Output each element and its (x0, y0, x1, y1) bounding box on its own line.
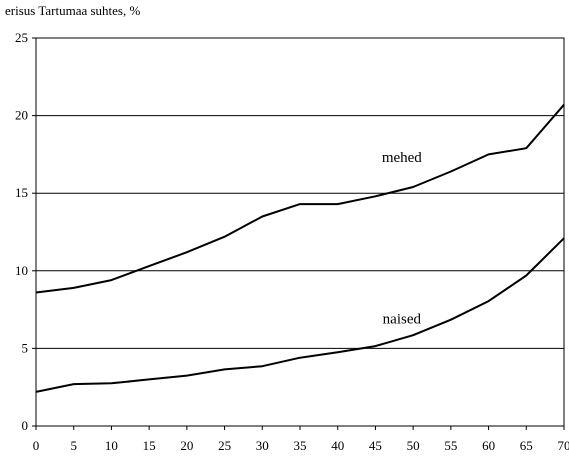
x-tick-label-15: 15 (143, 438, 156, 453)
x-tick-label-10: 10 (105, 438, 118, 453)
y-tick-label-20: 20 (15, 108, 28, 123)
x-tick-label-25: 25 (218, 438, 231, 453)
x-tick-label-5: 5 (70, 438, 77, 453)
y-tick-label-10: 10 (15, 263, 28, 278)
plot-area (35, 37, 565, 427)
series-line-mehed (35, 104, 565, 294)
x-tick-label-45: 45 (369, 438, 382, 453)
y-tick-label-15: 15 (15, 185, 28, 200)
labels: mehed naised (382, 150, 422, 327)
x-tick-label-50: 50 (407, 438, 420, 453)
x-tick-label-30: 30 (256, 438, 269, 453)
series-line-naised (35, 237, 565, 393)
y-axis-label: erisus Tartumaa suhtes, % (5, 3, 140, 18)
x-tick-label-0: 0 (33, 438, 40, 453)
x-tick-label-65: 65 (520, 438, 533, 453)
x-tick-label-55: 55 (444, 438, 457, 453)
series-label-naised: naised (383, 312, 422, 328)
series-lines (35, 104, 565, 393)
x-tick-label-70: 70 (558, 438, 569, 453)
y-tick-label-0: 0 (22, 418, 29, 433)
series-label-mehed: mehed (382, 150, 422, 166)
y-tick-label-5: 5 (22, 340, 29, 355)
gridlines (36, 115, 564, 349)
y-tick-label-25: 25 (15, 30, 28, 45)
axes: 0 5 10 15 20 25 0 5 10 15 20 25 30 35 40 45 50 55 60 65 70 (15, 30, 569, 453)
x-tick-label-35: 35 (294, 438, 307, 453)
x-tick-label-40: 40 (331, 438, 344, 453)
x-tick-label-20: 20 (180, 438, 193, 453)
x-tick-label-60: 60 (482, 438, 495, 453)
